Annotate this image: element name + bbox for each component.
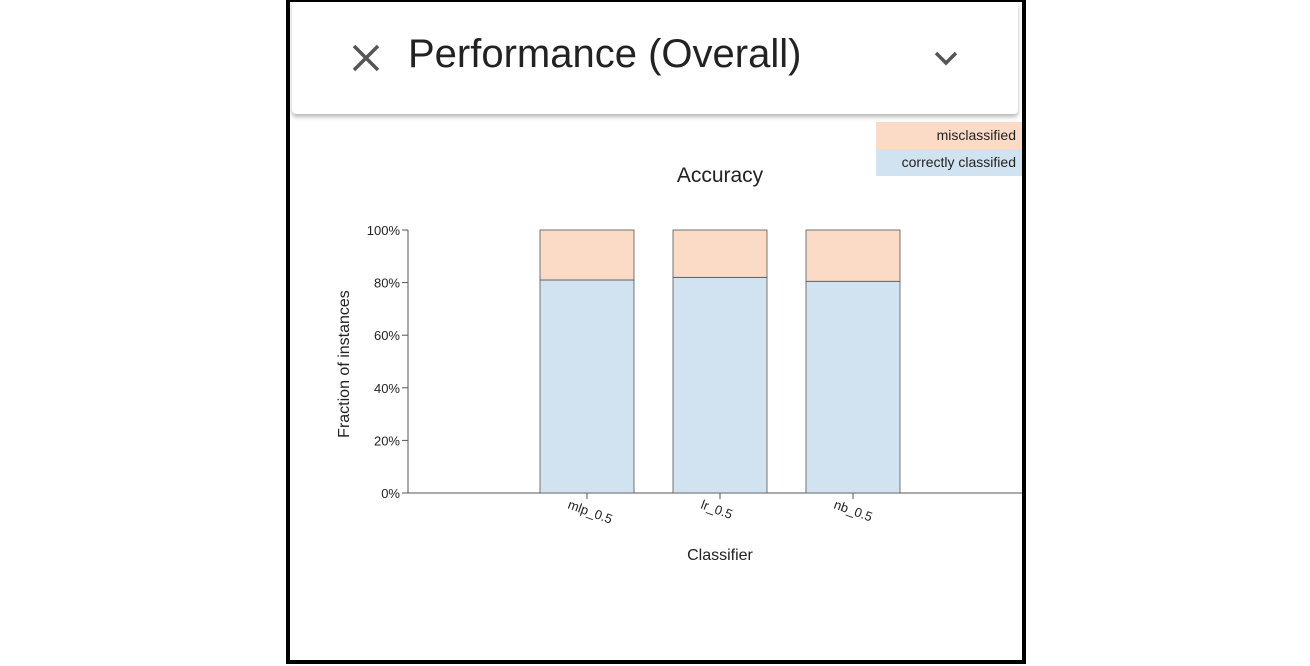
y-tick-label: 60% bbox=[374, 328, 400, 343]
bar-misclassified bbox=[672, 229, 768, 278]
bar-correctly-classified bbox=[672, 276, 768, 494]
y-axis-label: Fraction of instances bbox=[336, 290, 353, 438]
y-tick-label: 80% bbox=[374, 276, 400, 291]
accuracy-chart: Accuracy 0% 20% 40% 60% 80% 100% mlp_0.5 lr_0.… bbox=[336, 164, 1022, 564]
y-tick-label: 0% bbox=[381, 486, 400, 501]
collapse-button[interactable] bbox=[928, 40, 964, 76]
x-tick-label: lr_0.5 bbox=[699, 497, 735, 522]
chart-title: Accuracy bbox=[677, 164, 764, 187]
bar-group bbox=[539, 229, 901, 494]
y-tick-label: 100% bbox=[367, 223, 401, 238]
bar-misclassified bbox=[539, 229, 635, 281]
y-axis-ticks: 0% 20% 40% 60% 80% 100% bbox=[367, 223, 408, 501]
x-axis-ticks: mlp_0.5 lr_0.5 nb_0.5 bbox=[566, 493, 874, 527]
x-tick-label: nb_0.5 bbox=[832, 497, 874, 525]
bar-correctly-classified bbox=[805, 280, 901, 494]
performance-panel: Performance (Overall) misclassified corr… bbox=[286, 0, 1026, 664]
y-tick-label: 40% bbox=[374, 381, 400, 396]
panel-header: Performance (Overall) bbox=[292, 2, 1018, 114]
close-button[interactable] bbox=[346, 38, 386, 78]
panel-title: Performance (Overall) bbox=[408, 32, 802, 76]
close-icon bbox=[352, 44, 380, 72]
chevron-down-icon bbox=[934, 51, 958, 66]
bar-misclassified bbox=[805, 229, 901, 282]
x-tick-label: mlp_0.5 bbox=[566, 497, 615, 527]
chart-legend: misclassified correctly classified bbox=[876, 122, 1022, 176]
legend-item-correctly-classified: correctly classified bbox=[876, 149, 1022, 176]
bar-correctly-classified bbox=[539, 279, 635, 494]
legend-item-misclassified: misclassified bbox=[876, 122, 1022, 149]
y-tick-label: 20% bbox=[374, 433, 400, 448]
x-axis-label: Classifier bbox=[687, 547, 753, 564]
